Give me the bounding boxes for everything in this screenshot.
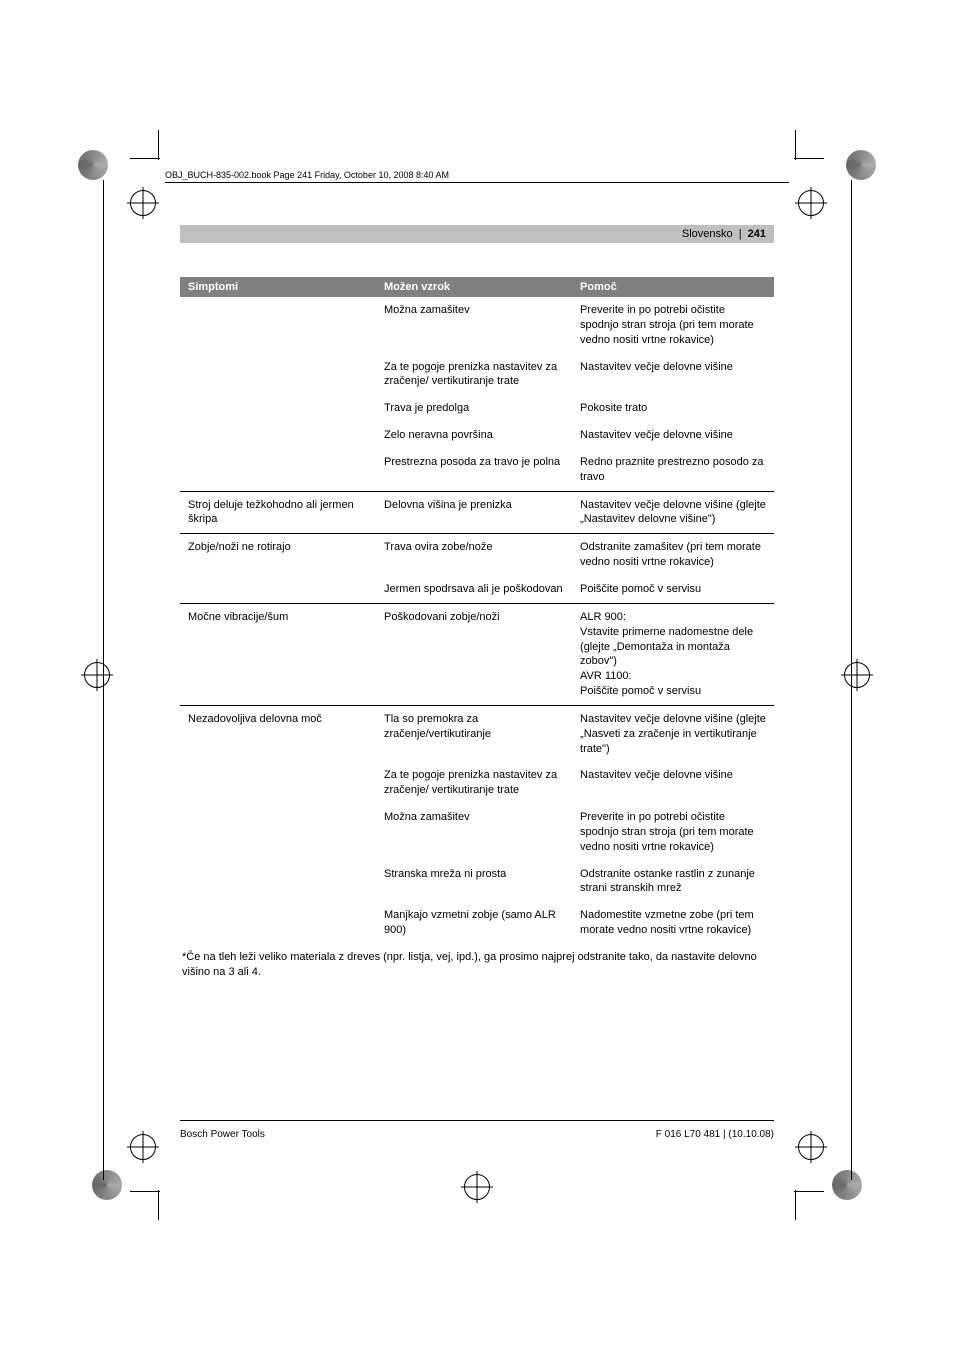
symptom-cell: Nezadovoljiva delovna moč bbox=[180, 705, 376, 762]
cause-cell: Prestrezna posoda za travo je polna bbox=[376, 449, 572, 491]
troubleshooting-table: Simptomi Možen vzrok Pomoč Možna zamašit… bbox=[180, 277, 774, 944]
remedy-cell: Nastavitev večje delovne višine (glejte … bbox=[572, 491, 774, 534]
page-header-text: Slovensko | 241 bbox=[682, 225, 766, 243]
registration-mark-icon bbox=[798, 1134, 824, 1160]
symptom-cell bbox=[180, 395, 376, 422]
cause-cell: Trava je predolga bbox=[376, 395, 572, 422]
cause-cell: Možna zamašitev bbox=[376, 804, 572, 861]
registration-mark-icon bbox=[844, 662, 870, 688]
registration-mark-icon bbox=[84, 662, 110, 688]
remedy-cell: Nastavitev večje delovne višine (glejte … bbox=[572, 705, 774, 762]
column-header-remedy: Pomoč bbox=[572, 277, 774, 297]
remedy-cell: ALR 900:Vstavite primerne nadomestne del… bbox=[572, 603, 774, 705]
symptom-cell bbox=[180, 576, 376, 603]
symptom-cell bbox=[180, 354, 376, 396]
symptom-cell bbox=[180, 762, 376, 804]
cause-cell: Možna zamašitev bbox=[376, 297, 572, 354]
cause-cell: Delovna višina je prenizka bbox=[376, 491, 572, 534]
cause-cell: Za te pogoje prenizka nastavitev za zrač… bbox=[376, 762, 572, 804]
remedy-cell: Nadomestite vzmetne zobe (pri tem morate… bbox=[572, 902, 774, 944]
vertical-rule bbox=[851, 180, 852, 1180]
symptom-cell bbox=[180, 449, 376, 491]
remedy-cell: Odstranite ostanke rastlin z zunanje str… bbox=[572, 861, 774, 903]
remedy-cell: Nastavitev večje delovne višine bbox=[572, 762, 774, 804]
cause-cell: Poškodovani zobje/noži bbox=[376, 603, 572, 705]
symptom-cell bbox=[180, 422, 376, 449]
remedy-cell: Pokosite trato bbox=[572, 395, 774, 422]
column-header-cause: Možen vzrok bbox=[376, 277, 572, 297]
remedy-cell: Redno praznite prestrezno posodo za trav… bbox=[572, 449, 774, 491]
remedy-cell: Nastavitev večje delovne višine bbox=[572, 422, 774, 449]
crop-mark bbox=[794, 158, 824, 159]
crop-mark bbox=[795, 1190, 796, 1220]
cause-cell: Jermen spodrsava ali je poškodovan bbox=[376, 576, 572, 603]
symptom-cell bbox=[180, 297, 376, 354]
remedy-cell: Poiščite pomoč v servisu bbox=[572, 576, 774, 603]
symptom-cell: Močne vibracije/šum bbox=[180, 603, 376, 705]
registration-mark-icon bbox=[464, 1174, 490, 1200]
symptom-cell bbox=[180, 861, 376, 903]
print-job-header: OBJ_BUCH-835-002.book Page 241 Friday, O… bbox=[165, 170, 449, 180]
footer-right: F 016 L70 481 | (10.10.08) bbox=[656, 1129, 774, 1140]
page-footer: Bosch Power Tools F 016 L70 481 | (10.10… bbox=[180, 1120, 774, 1140]
cause-cell: Stranska mreža ni prosta bbox=[376, 861, 572, 903]
page-header-separator: | bbox=[736, 228, 745, 240]
page-number: 241 bbox=[748, 228, 766, 240]
crop-mark bbox=[795, 130, 796, 160]
remedy-cell: Odstranite zamašitev (pri tem morate ved… bbox=[572, 534, 774, 576]
cause-cell: Za te pogoje prenizka nastavitev za zrač… bbox=[376, 354, 572, 396]
cause-cell: Tla so premokra za zračenje/vertikutiran… bbox=[376, 705, 572, 762]
crop-mark bbox=[158, 1190, 159, 1220]
registration-mark-icon bbox=[130, 1134, 156, 1160]
crop-mark bbox=[130, 158, 160, 159]
crop-mark bbox=[794, 1191, 824, 1192]
color-wheel-icon bbox=[846, 150, 876, 180]
table-footnote: *Če na tleh leži veliko materiala z drev… bbox=[180, 950, 774, 980]
remedy-cell: Preverite in po potrebi očistite spodnjo… bbox=[572, 804, 774, 861]
cause-cell: Manjkajo vzmetni zobje (samo ALR 900) bbox=[376, 902, 572, 944]
remedy-cell: Nastavitev večje delovne višine bbox=[572, 354, 774, 396]
vertical-rule bbox=[103, 180, 104, 1180]
registration-mark-icon bbox=[798, 190, 824, 216]
page-language: Slovensko bbox=[682, 228, 733, 240]
cause-cell: Zelo neravna površina bbox=[376, 422, 572, 449]
color-wheel-icon bbox=[832, 1170, 862, 1200]
symptom-cell: Stroj deluje težkohodno ali jermen škrip… bbox=[180, 491, 376, 534]
page-content: Slovensko | 241 Simptomi Možen vzrok Pom… bbox=[180, 225, 774, 1140]
remedy-cell: Preverite in po potrebi očistite spodnjo… bbox=[572, 297, 774, 354]
page-running-header: Slovensko | 241 bbox=[180, 225, 774, 243]
footer-left: Bosch Power Tools bbox=[180, 1129, 265, 1140]
color-wheel-icon bbox=[92, 1170, 122, 1200]
crop-mark bbox=[158, 130, 159, 160]
print-header-rule bbox=[165, 182, 789, 183]
registration-mark-icon bbox=[130, 190, 156, 216]
symptom-cell bbox=[180, 804, 376, 861]
color-wheel-icon bbox=[78, 150, 108, 180]
cause-cell: Trava ovira zobe/nože bbox=[376, 534, 572, 576]
symptom-cell: Zobje/noži ne rotirajo bbox=[180, 534, 376, 576]
crop-mark bbox=[130, 1191, 160, 1192]
symptom-cell bbox=[180, 902, 376, 944]
column-header-symptoms: Simptomi bbox=[180, 277, 376, 297]
